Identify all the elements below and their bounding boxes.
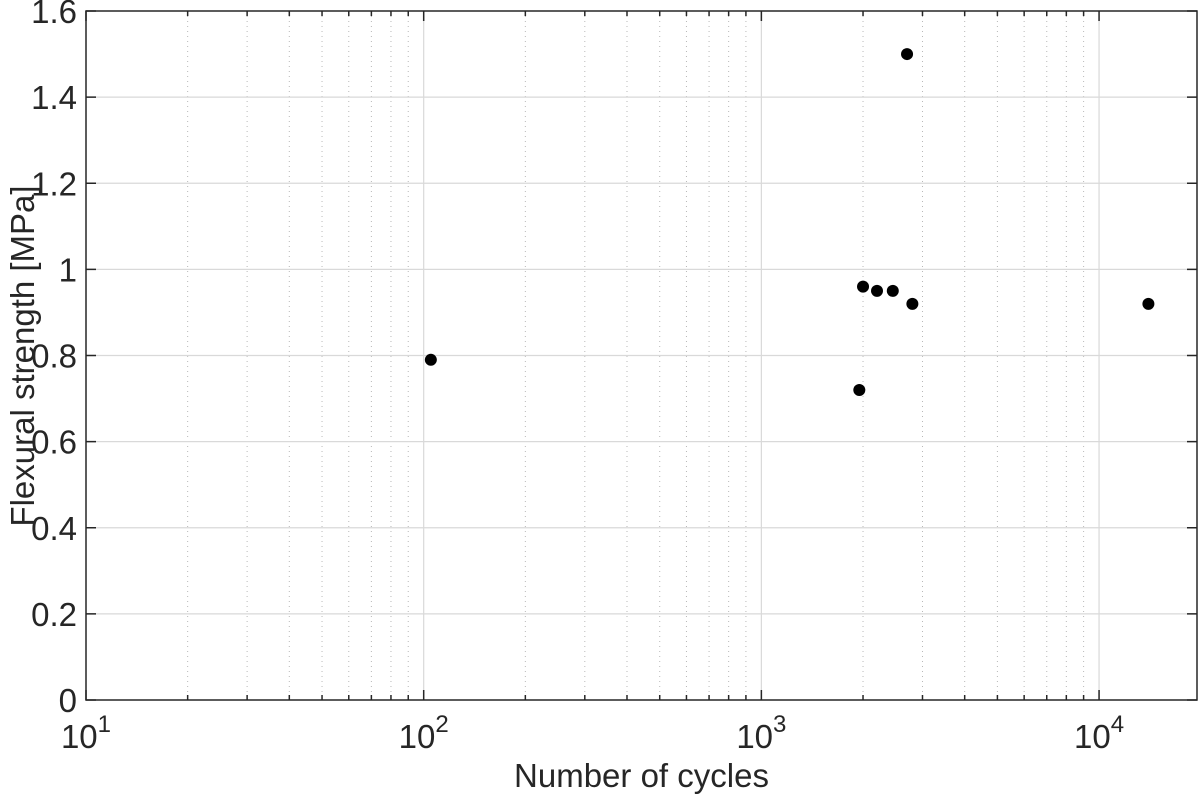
data-point-5	[901, 48, 914, 61]
data-point-7	[1142, 297, 1155, 310]
y-tick-label: 0.2	[31, 596, 77, 633]
x-tick-label: 103	[736, 711, 786, 755]
x-tick-labels: 101 102 103 104	[61, 711, 1124, 755]
major-grid-layer	[86, 11, 1197, 700]
y-tick-label: 0.8	[31, 338, 77, 375]
y-tick-labels: 0 0.2 0.4 0.6 0.8 1 1.2 1.4 1.6	[31, 0, 77, 719]
x-tick-label: 101	[61, 711, 111, 755]
y-tick-label: 0.4	[31, 510, 77, 547]
y-tick-label: 1.6	[31, 0, 77, 30]
y-tick-label: 1.4	[31, 79, 77, 116]
plot-box-frame	[85, 10, 1198, 701]
y-tick-label: 1	[59, 251, 77, 288]
data-point-4	[886, 284, 899, 297]
data-point-3	[871, 284, 884, 297]
x-axis-label: Number of cycles	[514, 757, 769, 794]
y-axis-label: Flexural strength [MPa]	[4, 185, 41, 526]
y-tick-label: 0.6	[31, 424, 77, 461]
data-points-layer	[424, 48, 1155, 396]
data-point-6	[906, 297, 919, 310]
data-point-2	[857, 280, 870, 293]
y-tick-label: 1.2	[31, 165, 77, 202]
data-point-1	[853, 383, 866, 396]
x-tick-label: 104	[1074, 711, 1124, 755]
x-tick-label: 102	[399, 711, 449, 755]
data-point-0	[424, 353, 437, 366]
y-tick-label: 0	[59, 682, 77, 719]
